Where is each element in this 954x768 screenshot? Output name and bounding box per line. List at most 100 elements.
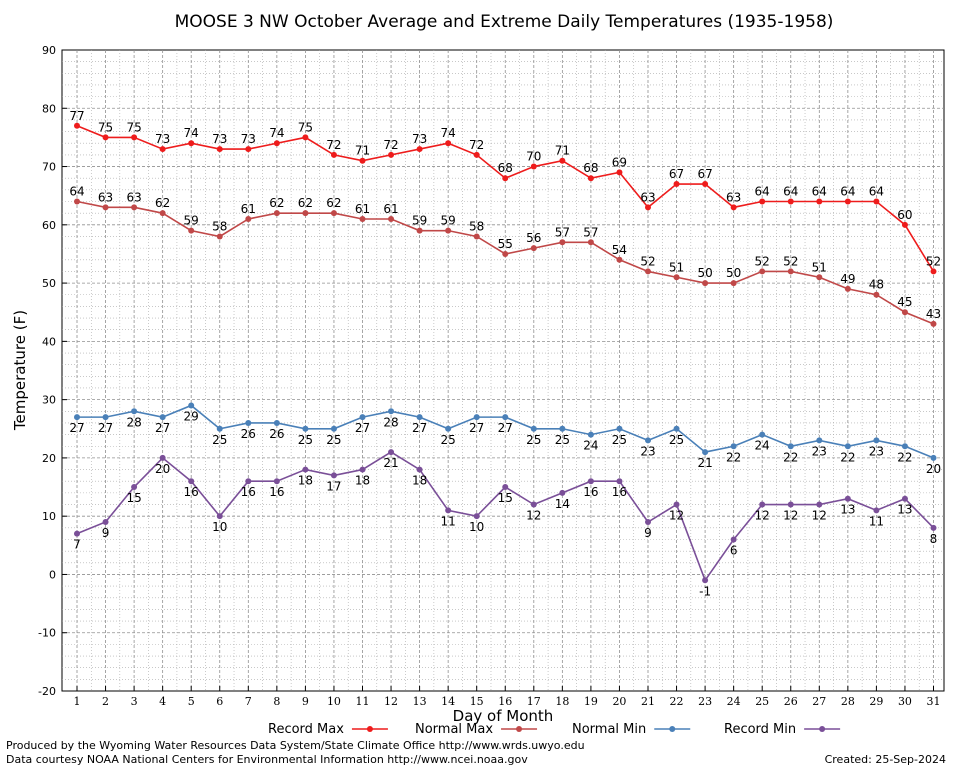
data-point: [159, 454, 166, 461]
data-point: [901, 221, 908, 228]
data-label: 29: [184, 409, 199, 423]
data-label: 72: [469, 138, 484, 152]
data-label: 72: [383, 138, 398, 152]
data-label: 68: [498, 161, 513, 175]
data-point: [359, 466, 366, 473]
legend-swatch-marker: [819, 726, 826, 732]
data-label: 23: [869, 444, 884, 458]
data-point: [416, 146, 423, 153]
data-point: [416, 227, 423, 234]
data-point: [273, 140, 280, 147]
data-point: [844, 495, 851, 502]
data-label: 63: [126, 190, 141, 204]
data-point: [74, 414, 80, 421]
data-point: [730, 204, 737, 211]
legend-label: Normal Max: [415, 722, 493, 737]
x-tick-label: 28: [841, 695, 855, 708]
data-point: [616, 425, 623, 432]
data-label: 9: [102, 526, 110, 540]
data-label: -1: [699, 584, 711, 598]
data-point: [273, 210, 280, 217]
data-label: 25: [441, 433, 456, 447]
data-label: 67: [669, 167, 684, 181]
data-label: 16: [241, 485, 256, 499]
data-point: [616, 169, 623, 176]
data-point: [873, 437, 880, 444]
data-point: [473, 513, 480, 520]
data-label: 25: [555, 433, 570, 447]
x-tick-label: 21: [641, 695, 655, 708]
data-label: 27: [155, 421, 170, 435]
data-point: [74, 198, 80, 205]
plot-area: [61, 49, 945, 692]
data-label: 27: [412, 421, 427, 435]
data-label: 71: [555, 144, 570, 158]
data-label: 72: [326, 138, 341, 152]
data-point: [616, 256, 623, 263]
data-label: 57: [583, 225, 598, 239]
data-label: 69: [612, 155, 627, 169]
data-label: 6: [730, 543, 738, 557]
legend-label: Record Max: [268, 722, 344, 737]
data-label: 61: [355, 202, 370, 216]
data-label: 27: [355, 421, 370, 435]
x-tick-label: 31: [927, 695, 941, 708]
data-label: 11: [869, 514, 884, 528]
y-tick-label: 90: [42, 44, 56, 57]
data-label: 70: [526, 150, 541, 164]
legend-item: Record Max: [268, 722, 388, 737]
data-point: [901, 443, 908, 450]
data-point: [930, 454, 937, 461]
data-point: [530, 163, 537, 170]
data-label: 15: [498, 491, 513, 505]
y-tick-label: 30: [42, 394, 56, 407]
data-point: [188, 140, 195, 147]
data-point: [673, 425, 680, 432]
data-label: 16: [184, 485, 199, 499]
data-point: [759, 198, 766, 205]
x-tick-label: 10: [327, 695, 341, 708]
data-label: 12: [526, 509, 541, 523]
footer-data-courtesy: Data courtesy NOAA National Centers for …: [6, 753, 528, 766]
data-point: [787, 501, 794, 508]
data-point: [159, 414, 166, 421]
legend-item: Normal Max: [415, 722, 538, 737]
data-point: [559, 239, 566, 246]
y-axis-label: Temperature (F): [11, 310, 29, 431]
data-label: 16: [269, 485, 284, 499]
data-label: 64: [869, 185, 884, 199]
data-label: 22: [840, 450, 855, 464]
data-label: 54: [612, 243, 627, 257]
x-tick-label: 5: [188, 695, 195, 708]
x-tick-label: 24: [727, 695, 741, 708]
data-point: [502, 414, 509, 421]
x-tick-label: 20: [612, 695, 626, 708]
data-label: 27: [69, 421, 84, 435]
series-normal-max: 64 63 63 62 59 58 61 62 62 62 61 61 59 59 58 55 56 57 57 54…: [69, 185, 941, 327]
data-point: [131, 134, 138, 141]
data-point: [330, 472, 337, 479]
data-point: [930, 268, 937, 275]
data-point: [388, 408, 395, 415]
data-point: [901, 495, 908, 502]
data-label: 16: [583, 485, 598, 499]
y-tick-label: 80: [42, 102, 56, 115]
data-point: [102, 414, 109, 421]
data-label: 71: [355, 144, 370, 158]
y-tick-label: 40: [42, 335, 56, 348]
data-label: 67: [697, 167, 712, 181]
data-point: [102, 204, 109, 211]
x-tick-label: 15: [470, 695, 484, 708]
data-label: 16: [612, 485, 627, 499]
data-label: 21: [697, 456, 712, 470]
data-label: 25: [298, 433, 313, 447]
data-point: [559, 425, 566, 432]
x-tick-label: 3: [131, 695, 138, 708]
data-point: [359, 215, 366, 222]
y-tick-label: 50: [42, 277, 56, 290]
data-label: 12: [783, 509, 798, 523]
y-tick-label: 20: [42, 452, 56, 465]
data-label: 73: [212, 132, 227, 146]
data-point: [673, 501, 680, 508]
